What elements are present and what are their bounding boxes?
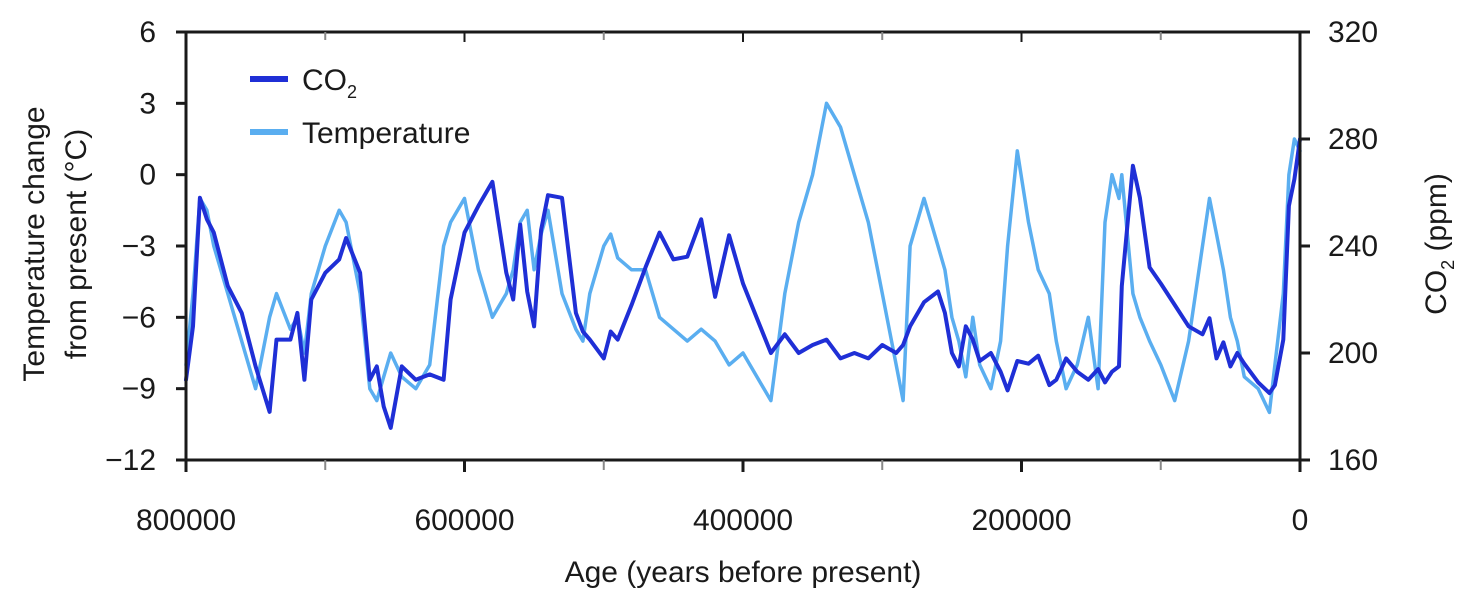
y-left-tick-label: 6: [139, 16, 156, 49]
legend-co2-label: CO2: [302, 64, 357, 102]
co2-series-line: [184, 137, 1302, 430]
y-left-title-line1: Temperature change: [18, 106, 51, 381]
x-axis-title: Age (years before present): [565, 556, 922, 589]
y-right-title-rest: (ppm): [1420, 173, 1453, 260]
y-right-tick-label: 240: [1328, 230, 1378, 263]
temperature-series-line: [184, 101, 1302, 415]
legend-co2-main: CO: [302, 64, 347, 97]
legend-temperature-label: Temperature: [302, 117, 470, 150]
y-left-tick-label: −12: [105, 444, 156, 477]
y-right-title: CO2 (ppm): [1420, 173, 1458, 315]
legend: CO2 Temperature: [250, 64, 470, 150]
y-right-tick-label: 320: [1328, 16, 1378, 49]
y-left-tick-label: −6: [122, 301, 156, 334]
y-right-title-sub: 2: [1438, 260, 1458, 270]
y-left-tick-label: −3: [122, 230, 156, 263]
x-tick-label: 600000: [414, 504, 514, 537]
series-layer: [184, 101, 1302, 430]
x-tick-label: 800000: [136, 504, 236, 537]
y-left-tick-label: 3: [139, 87, 156, 120]
y-right-tick-label: 160: [1328, 444, 1378, 477]
y-right-title-main: CO: [1420, 270, 1453, 315]
x-tick-label: 400000: [693, 504, 793, 537]
y-left-tick-label: −9: [122, 373, 156, 406]
y-left-title-line2: from present (°C): [60, 129, 93, 359]
y-right-tick-label: 280: [1328, 123, 1378, 156]
x-tick-label: 200000: [971, 504, 1071, 537]
legend-co2-sub: 2: [347, 82, 357, 102]
y-right-tick-label: 200: [1328, 337, 1378, 370]
ticks-layer: 6 3 0 −3 −6 −9 −12 320 280 240 200 160 800000 600000 4…: [105, 16, 1378, 537]
x-tick-label: 0: [1292, 504, 1309, 537]
y-left-tick-label: 0: [139, 159, 156, 192]
